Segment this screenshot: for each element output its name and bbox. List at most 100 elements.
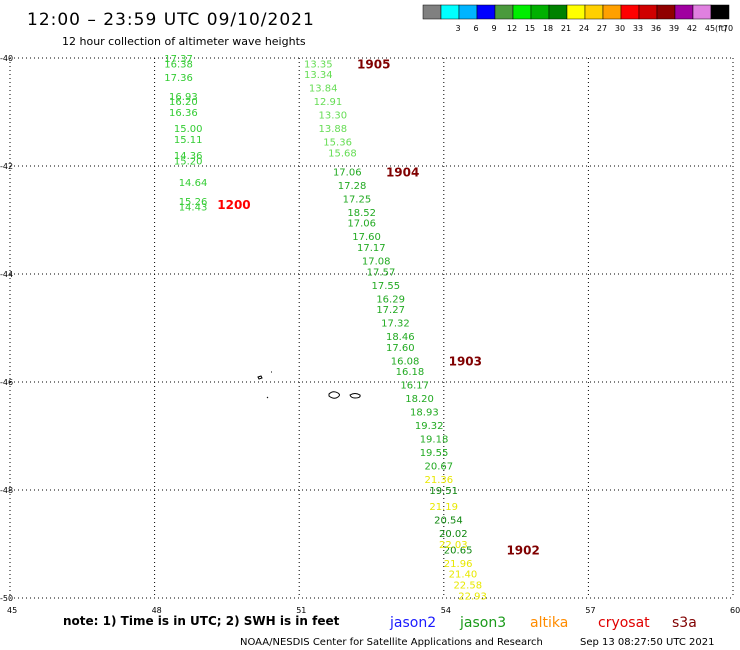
- y-tick-label: -46: [0, 378, 13, 387]
- legend-label: 21: [561, 24, 571, 33]
- legend-swatch: [566, 4, 586, 20]
- x-tick-label: 51: [296, 606, 306, 615]
- legend-label: 33: [633, 24, 643, 33]
- satellite-name: altika: [530, 615, 568, 631]
- wave-height-label: 20.67: [425, 462, 454, 473]
- wave-height-label: 16.29: [376, 294, 405, 305]
- wave-height-label: 15.11: [174, 135, 203, 146]
- wave-height-label: 19.55: [420, 448, 449, 459]
- satellite-name: jason2: [389, 615, 436, 631]
- y-tick-label: -48: [0, 486, 13, 495]
- wave-height-label: 22.93: [458, 591, 487, 602]
- legend-label: 6: [473, 24, 478, 33]
- legend-label: 18: [543, 24, 553, 33]
- wave-height-label: 20.65: [444, 545, 473, 556]
- wave-height-label: 17.36: [164, 73, 193, 84]
- wave-height-label: 13.30: [318, 111, 347, 122]
- legend-swatch: [710, 4, 730, 20]
- wave-height-label: 13.35: [304, 59, 333, 70]
- legend-label: 39: [669, 24, 679, 33]
- y-tick-label: -40: [0, 54, 13, 63]
- wave-height-label: 17.32: [381, 319, 410, 330]
- wave-height-label: 15.00: [174, 124, 203, 135]
- wave-height-label: 17.60: [386, 343, 415, 354]
- wave-height-label: 16.17: [400, 381, 429, 392]
- legend-swatch: [620, 4, 640, 20]
- wave-height-label: 18.20: [405, 394, 434, 405]
- wave-height-label: 20.02: [439, 529, 468, 540]
- wave-height-label: 12.91: [314, 97, 343, 108]
- timestamp-text: Sep 13 08:27:50 UTC 2021: [580, 637, 714, 648]
- wave-height-label: 15.36: [323, 138, 352, 149]
- legend-label: 70: [723, 24, 733, 33]
- footer-note: note: 1) Time is in UTC; 2) SWH is in fe…: [63, 614, 340, 628]
- legend-swatch: [638, 4, 658, 20]
- legend-label: 9: [491, 24, 496, 33]
- wave-height-label: 13.34: [304, 70, 333, 81]
- wave-height-label: 16.08: [391, 356, 420, 367]
- wave-height-label: 17.06: [333, 167, 362, 178]
- x-tick-label: 54: [441, 606, 451, 615]
- wave-height-label: 18.46: [386, 332, 415, 343]
- wave-height-label: 14.43: [179, 203, 208, 214]
- pass-time-label: 1905: [357, 57, 390, 71]
- wave-height-label: 17.08: [362, 257, 391, 268]
- wave-height-label: 16.93: [169, 92, 198, 103]
- wave-height-label: 17.27: [376, 305, 405, 316]
- legend-swatch: [476, 4, 496, 20]
- axis-ticks: 45 48 51 54 57 60 -40 -42 -44 -46 -48 -50: [0, 54, 740, 615]
- wave-height-label: 21.19: [429, 502, 458, 513]
- legend-label: 3: [455, 24, 460, 33]
- wave-height-label: 16.38: [164, 59, 193, 70]
- wave-height-label: 16.36: [169, 108, 198, 119]
- wave-height-label: 17.17: [357, 243, 386, 254]
- wave-height-label: 19.51: [429, 486, 458, 497]
- x-tick-label: 57: [585, 606, 595, 615]
- wave-height-label: 17.25: [343, 194, 372, 205]
- legend-label: 12: [507, 24, 517, 33]
- legend-label: 42: [687, 24, 697, 33]
- pass-time-label: 1903: [449, 354, 482, 368]
- satellite-name: cryosat: [598, 615, 650, 631]
- wave-height-label: 17.06: [347, 219, 376, 230]
- legend-swatch: [656, 4, 676, 20]
- wave-height-label: 13.88: [318, 124, 347, 135]
- y-tick-label: -50: [0, 594, 13, 603]
- island-outlines: [257, 371, 361, 399]
- wave-height-label: 22.58: [453, 581, 482, 592]
- pass-time-labels: 1200 1905 1904 1903 1902: [217, 57, 540, 557]
- legend-swatch: [440, 4, 460, 20]
- island-outline: [266, 396, 269, 399]
- x-tick-label: 45: [7, 606, 17, 615]
- legend-swatch: [458, 4, 478, 20]
- pass-time-label: 1902: [506, 543, 539, 557]
- wave-height-label: 16.18: [396, 367, 425, 378]
- color-legend: 3 6 9 12 15 18 21 24 27 30 33 36 39 42 45 70: [422, 4, 733, 33]
- wave-height-label: 20.54: [434, 516, 463, 527]
- legend-swatch: [674, 4, 694, 20]
- legend-label: 24: [579, 24, 589, 33]
- legend-label: 36: [651, 24, 661, 33]
- map-grid: [9, 57, 734, 599]
- satellite-legend: jason2 jason3 altika cryosat s3a: [389, 615, 697, 631]
- wave-height-label: 17.28: [338, 181, 367, 192]
- wave-height-label: 14.64: [179, 178, 208, 189]
- wave-height-label: 19.18: [420, 435, 449, 446]
- y-tick-label: -42: [0, 162, 13, 171]
- x-tick-label: 48: [152, 606, 162, 615]
- wave-height-label: 15.26: [179, 197, 208, 208]
- y-tick-label: -44: [0, 270, 13, 279]
- legend-swatch: [602, 4, 622, 20]
- legend-swatch: [494, 4, 514, 20]
- island-outline: [349, 393, 361, 399]
- island-outline: [328, 391, 340, 399]
- legend-swatch: [548, 4, 568, 20]
- x-tick-label: 60: [730, 606, 740, 615]
- legend-label: 30: [615, 24, 625, 33]
- wave-height-label: 18.52: [347, 208, 376, 219]
- pass-time-label: 1200: [217, 198, 250, 212]
- satellite-name: jason3: [459, 615, 506, 631]
- legend-swatch: [422, 4, 442, 20]
- wave-height-label: 15.20: [174, 157, 203, 168]
